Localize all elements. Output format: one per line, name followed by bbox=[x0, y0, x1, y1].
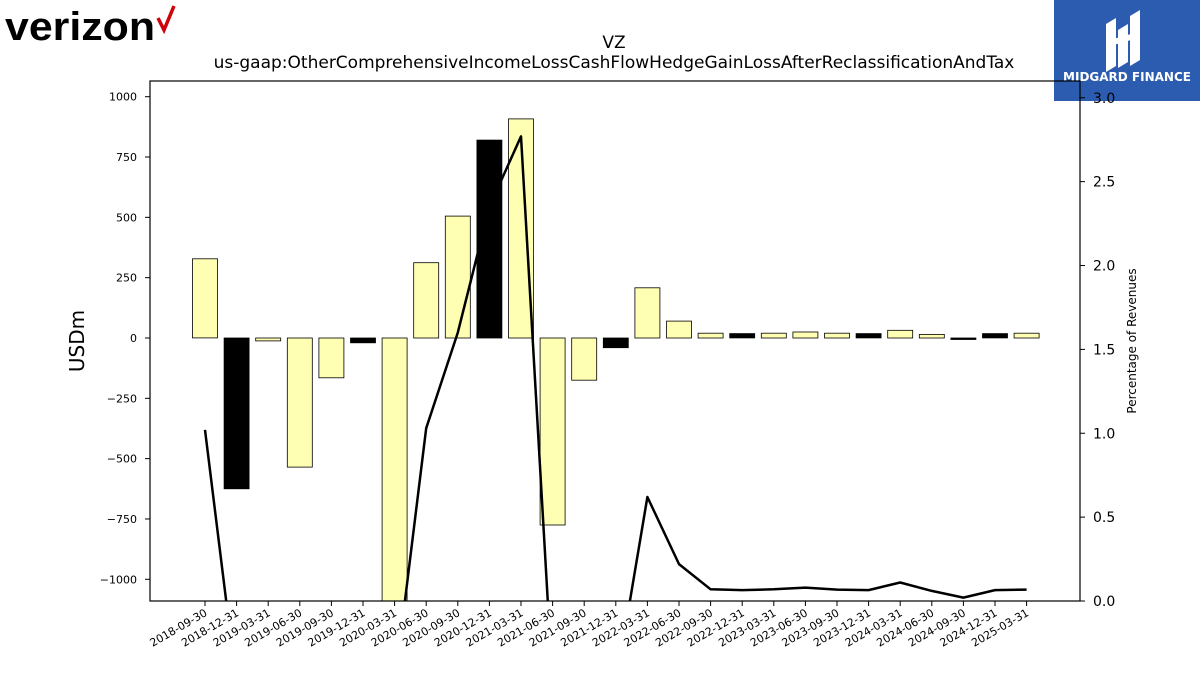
y-tick-label: 0 bbox=[130, 332, 137, 345]
bar-2020-09-30 bbox=[444, 215, 471, 339]
y-tick-label: 250 bbox=[116, 272, 137, 285]
bar-2020-03-31 bbox=[381, 337, 408, 601]
midgard-logo: MIDGARD FINANCE bbox=[1054, 0, 1200, 101]
bar-2022-12-31 bbox=[729, 333, 756, 339]
bar-2022-06-30 bbox=[666, 320, 692, 339]
y2-tick-label: 0.0 bbox=[1093, 594, 1115, 610]
bar-2023-09-30 bbox=[824, 332, 850, 339]
bar-2021-12-31 bbox=[602, 337, 629, 349]
bar-2019-09-30 bbox=[318, 337, 345, 379]
chart-title: VZ bbox=[602, 33, 625, 53]
bar-2024-06-30 bbox=[918, 333, 945, 339]
verizon-logo: verizon bbox=[5, 5, 176, 48]
line-group bbox=[203, 135, 1027, 601]
bar-2023-12-31 bbox=[855, 333, 882, 339]
bar-2023-06-30 bbox=[792, 331, 819, 339]
right-axis-ticks: 0.0 0.5 1.0 1.5 2.0 2.5 3.0 bbox=[1080, 91, 1115, 610]
midgard-logo-text: MIDGARD FINANCE bbox=[1063, 70, 1191, 84]
y-tick-label: 1000 bbox=[109, 91, 137, 104]
left-axis-ticks: −1000 −750 −500 −250 0 250 500 750 1000 bbox=[100, 91, 150, 586]
bar-2024-03-31 bbox=[887, 329, 914, 339]
bar-2022-09-30 bbox=[697, 332, 724, 339]
bar-2019-03-31 bbox=[255, 337, 282, 342]
y-tick-label: −750 bbox=[107, 513, 137, 526]
y-tick-label: 750 bbox=[116, 151, 137, 164]
revenue-percentage-line bbox=[203, 135, 1027, 601]
bar-2021-06-30 bbox=[539, 337, 566, 526]
bar-2023-03-31 bbox=[760, 332, 787, 339]
bar-2024-12-31 bbox=[982, 333, 1008, 339]
y-tick-label: −1000 bbox=[100, 573, 137, 586]
y2-axis-label: Percentage of Revenues bbox=[1125, 268, 1139, 413]
y2-tick-label: 1.0 bbox=[1093, 426, 1115, 442]
bar-2020-06-30 bbox=[413, 262, 440, 339]
bar-group bbox=[192, 118, 1040, 601]
y-tick-label: 500 bbox=[116, 211, 137, 224]
bar-2024-09-30 bbox=[950, 337, 977, 340]
y-axis-label: USDm bbox=[65, 310, 89, 372]
bar-2025-03-31 bbox=[1013, 332, 1040, 339]
bar-2018-12-31 bbox=[223, 337, 250, 490]
bar-2021-09-30 bbox=[571, 337, 598, 381]
chart-subtitle: us-gaap:OtherComprehensiveIncomeLossCash… bbox=[214, 53, 1015, 73]
bar-2018-09-30 bbox=[192, 258, 218, 339]
y2-tick-label: 2.5 bbox=[1093, 175, 1115, 191]
x-axis-ticks: 2018-09-302018-12-312019-03-312019-06-30… bbox=[148, 601, 1031, 650]
midgard-emblem-icon bbox=[1106, 10, 1140, 72]
bar-2019-06-30 bbox=[286, 337, 313, 468]
y-tick-label: −500 bbox=[107, 453, 137, 466]
bar-2019-12-31 bbox=[350, 337, 376, 344]
verizon-check-icon bbox=[156, 5, 176, 35]
bar-2022-03-31 bbox=[634, 287, 661, 339]
y2-tick-label: 1.5 bbox=[1093, 342, 1115, 358]
verizon-logo-text: verizon bbox=[5, 5, 155, 48]
y-tick-label: −250 bbox=[107, 392, 137, 405]
y2-tick-label: 0.5 bbox=[1093, 510, 1115, 526]
plot-frame bbox=[149, 80, 1081, 602]
y2-tick-label: 2.0 bbox=[1093, 259, 1115, 275]
y2-tick-label: 3.0 bbox=[1093, 91, 1115, 107]
